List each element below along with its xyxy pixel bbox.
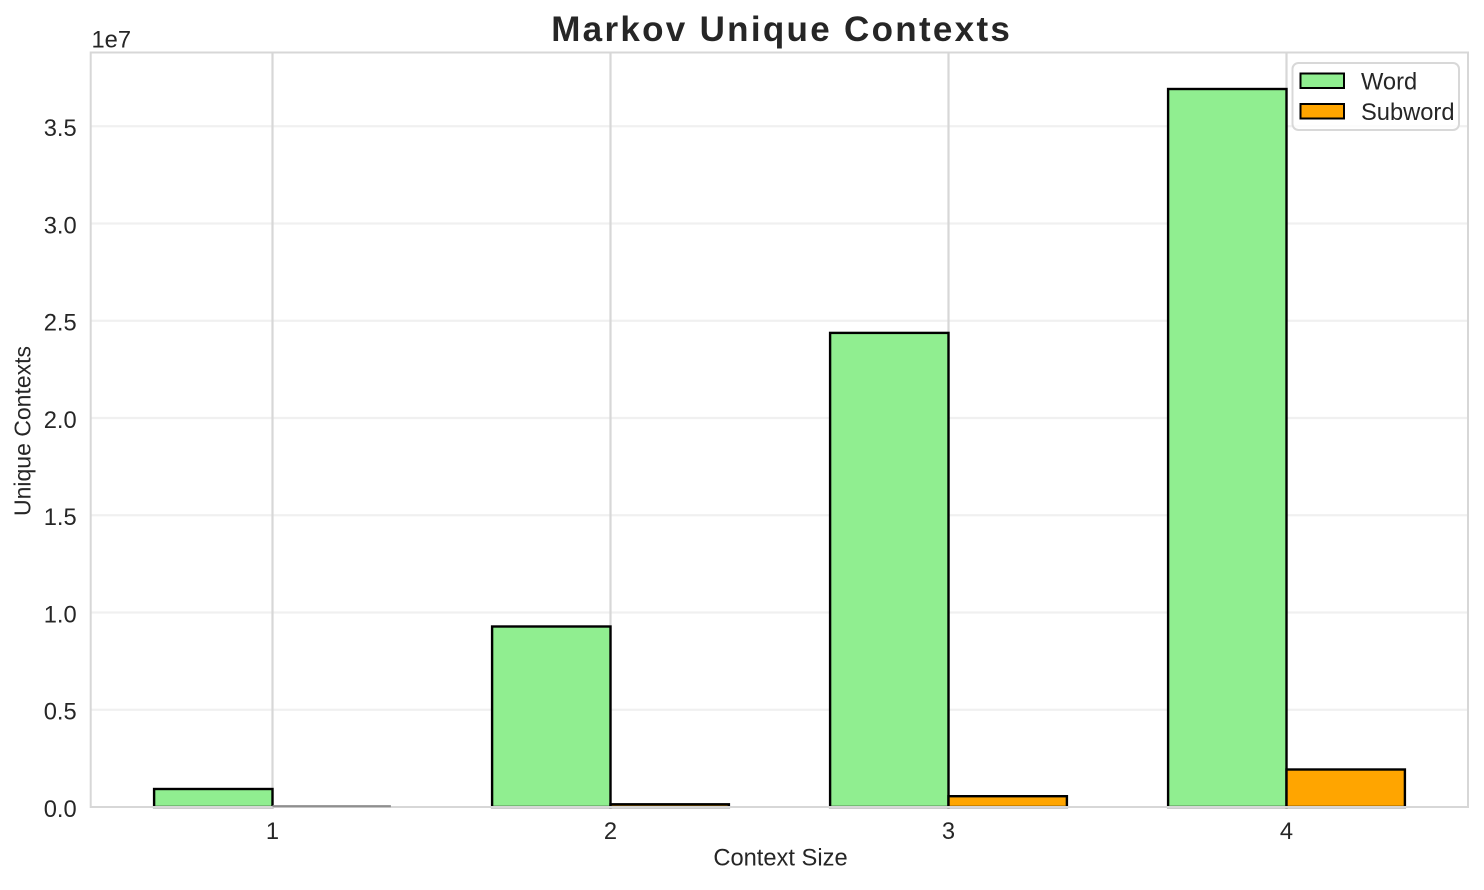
svg-text:2.5: 2.5: [44, 311, 77, 337]
svg-text:2: 2: [604, 819, 617, 845]
svg-text:Unique Contexts: Unique Contexts: [10, 346, 36, 516]
svg-text:2.0: 2.0: [44, 408, 77, 434]
svg-text:Word: Word: [1361, 69, 1417, 95]
svg-text:4: 4: [1280, 819, 1293, 845]
svg-text:1e7: 1e7: [92, 28, 132, 54]
svg-text:1.5: 1.5: [44, 505, 77, 531]
svg-text:3.0: 3.0: [44, 213, 77, 239]
svg-text:3: 3: [942, 819, 955, 845]
svg-text:0.5: 0.5: [44, 700, 77, 726]
svg-text:1: 1: [266, 819, 279, 845]
svg-text:3.5: 3.5: [44, 116, 77, 142]
svg-text:Context Size: Context Size: [713, 846, 847, 872]
svg-text:1.0: 1.0: [44, 602, 77, 628]
svg-text:Markov Unique Contexts: Markov Unique Contexts: [551, 10, 1012, 49]
svg-text:Subword: Subword: [1361, 100, 1455, 126]
svg-text:0.0: 0.0: [44, 797, 77, 823]
